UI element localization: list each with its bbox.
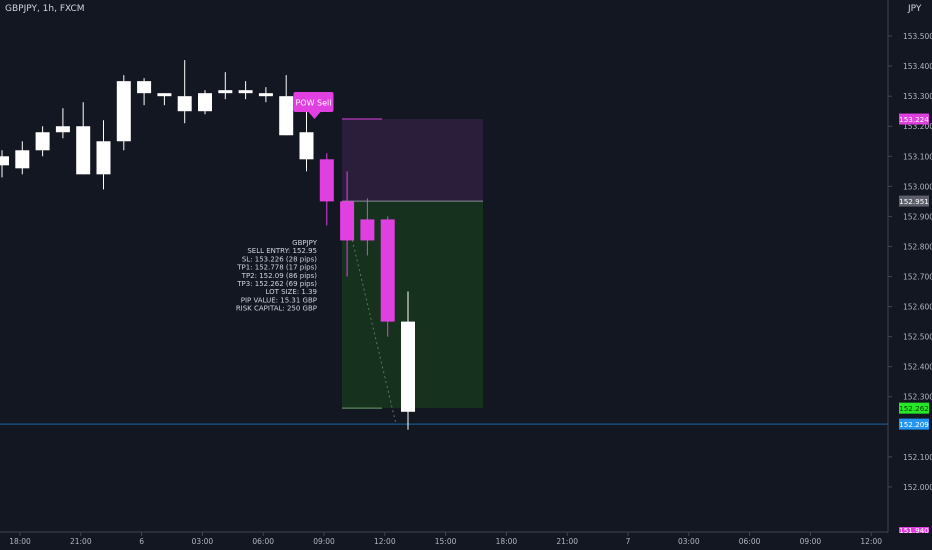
signal-badge[interactable] xyxy=(293,92,334,112)
time-tick-label: 7 xyxy=(626,537,631,546)
price-tick-label: 152.100 xyxy=(903,453,932,462)
price-tick-label: 152.900 xyxy=(903,212,932,221)
trade-info-line: LOT SIZE: 1.39 xyxy=(265,288,317,296)
take-profit-badge xyxy=(899,402,929,414)
candle-body[interactable] xyxy=(299,132,314,160)
trade-info-line: RISK CAPITAL: 250 GBP xyxy=(236,305,317,313)
time-tick-label: 03:00 xyxy=(192,537,214,546)
price-tick-label: 153.500 xyxy=(903,32,932,41)
candle-body[interactable] xyxy=(319,159,334,202)
stop-loss-zone[interactable] xyxy=(342,119,483,202)
candle-body[interactable] xyxy=(258,93,273,97)
symbol-title: GBPJPY, 1h, FXCM xyxy=(5,4,85,14)
position-zones xyxy=(0,118,888,425)
time-tick-label: 15:00 xyxy=(435,537,457,546)
price-axis: 153.500 153.400 153.300 153.200 153.100 153.0… xyxy=(888,32,932,492)
candle-body[interactable] xyxy=(360,219,375,241)
candle-body[interactable] xyxy=(380,219,395,322)
signal-label: POW Sell xyxy=(295,99,331,108)
take-profit-badge-label: 152.262 xyxy=(899,404,929,413)
price-badges: 153.224 152.951 152.262 152.209 151.940 xyxy=(899,113,929,535)
time-tick-label: 21:00 xyxy=(70,537,92,546)
candle-body[interactable] xyxy=(116,81,131,142)
trade-info-line: GBPJPY xyxy=(292,239,318,247)
candle-body[interactable] xyxy=(35,132,50,151)
price-tick-label: 152.700 xyxy=(903,273,932,282)
trade-path-line xyxy=(342,200,397,425)
trade-info-line: TP1: 152.778 (17 pips) xyxy=(236,264,317,272)
candle-body[interactable] xyxy=(401,321,415,412)
candle-body[interactable] xyxy=(15,150,30,169)
price-tick-label: 152.000 xyxy=(903,483,932,492)
time-tick-label: 09:00 xyxy=(313,537,335,546)
bottom-badge xyxy=(899,527,929,533)
price-tick-label: 153.400 xyxy=(903,62,932,71)
signal-marker: POW Sell xyxy=(293,92,334,119)
price-tick-label: 153.000 xyxy=(903,182,932,191)
time-tick-label: 6 xyxy=(139,537,144,546)
price-tick-label: 152.400 xyxy=(903,363,932,372)
price-tick-label: 153.100 xyxy=(903,152,932,161)
time-tick-label: 06:00 xyxy=(252,537,274,546)
candle-body[interactable] xyxy=(157,93,172,97)
current-price-badge-label: 152.209 xyxy=(899,420,929,429)
candle-body[interactable] xyxy=(218,90,233,94)
price-tick-label: 152.300 xyxy=(903,393,932,402)
entry-badge xyxy=(899,195,929,207)
price-tick-label: 152.600 xyxy=(903,303,932,312)
time-tick-label: 18:00 xyxy=(9,537,31,546)
candle-body[interactable] xyxy=(76,126,91,175)
price-tick-label: 152.500 xyxy=(903,333,932,342)
candle-body[interactable] xyxy=(177,96,192,112)
currency-label: JPY xyxy=(908,4,922,14)
candle-body[interactable] xyxy=(279,96,294,136)
stop-loss-badge xyxy=(899,113,929,125)
candle-body[interactable] xyxy=(55,126,70,133)
candle-body[interactable] xyxy=(238,90,253,94)
candle-body[interactable] xyxy=(96,141,111,175)
time-tick-label: 21:00 xyxy=(556,537,578,546)
time-tick-label: 18:00 xyxy=(496,537,518,546)
signal-pointer xyxy=(308,112,321,119)
trade-info-line: PIP VALUE: 15.31 GBP xyxy=(241,296,317,304)
trade-info-line: SL: 153.226 (28 pips) xyxy=(242,255,317,263)
candle-body[interactable] xyxy=(340,201,355,241)
time-tick-label: 12:00 xyxy=(860,537,882,546)
candle-body[interactable] xyxy=(198,93,212,112)
entry-badge-label: 152.951 xyxy=(899,197,929,206)
trade-info-line: SELL ENTRY: 152.95 xyxy=(247,247,317,255)
bottom-badge-label: 151.940 xyxy=(899,526,929,535)
stop-loss-badge-label: 153.224 xyxy=(899,115,929,124)
trade-info-line: TP2: 152.09 (86 pips) xyxy=(241,272,318,280)
price-tick-label: 152.800 xyxy=(903,242,932,251)
price-tick-label: 153.200 xyxy=(903,122,932,131)
time-tick-label: 06:00 xyxy=(739,537,761,546)
time-tick-label: 03:00 xyxy=(678,537,700,546)
candles xyxy=(0,60,415,430)
time-axis: 18:00 21:00 6 03:00 06:00 09:00 12:00 15:00 18:0… xyxy=(9,532,882,546)
candle-body[interactable] xyxy=(137,81,152,94)
time-tick-label: 09:00 xyxy=(800,537,822,546)
candle-body[interactable] xyxy=(0,156,9,166)
time-tick-label: 12:00 xyxy=(374,537,396,546)
current-price-badge xyxy=(899,418,929,430)
trade-info-line: TP3: 152.262 (69 pips) xyxy=(236,280,317,288)
price-tick-label: 153.300 xyxy=(903,92,932,101)
